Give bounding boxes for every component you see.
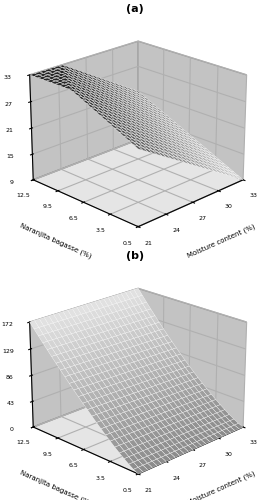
Title: (b): (b) [126,252,144,262]
Y-axis label: Naranjita bagasse (%): Naranjita bagasse (%) [19,222,92,260]
X-axis label: Moisture content (%): Moisture content (%) [186,222,256,258]
Title: (a): (a) [126,4,144,14]
Y-axis label: Naranjita bagasse (%): Naranjita bagasse (%) [19,469,92,500]
X-axis label: Moisture content (%): Moisture content (%) [186,470,256,500]
